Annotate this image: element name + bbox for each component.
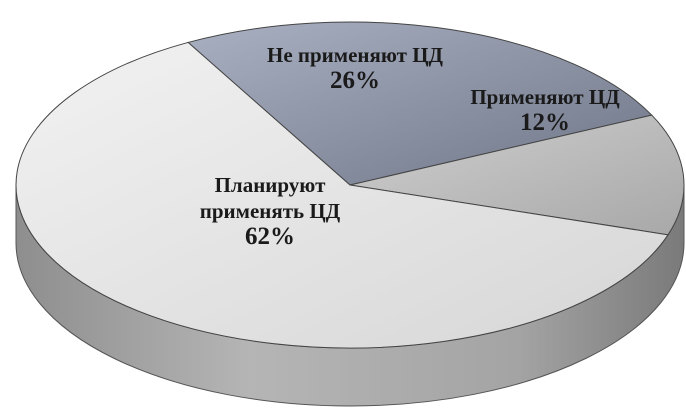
value-label: 12% (520, 109, 570, 136)
category-label: Не применяют ЦД (267, 43, 443, 67)
slice-label: Планируют применять ЦД 62% (165, 172, 375, 250)
pie-slice (349, 114, 685, 236)
pie-slice (15, 41, 669, 349)
value-label: 62% (245, 223, 295, 250)
slice-label: Не применяют ЦД 26% (240, 42, 470, 94)
slice-label: Применяют ЦД 12% (465, 84, 625, 136)
category-label: Планируют применять ЦД (199, 173, 341, 223)
value-label: 26% (330, 67, 380, 94)
category-label: Применяют ЦД (470, 85, 620, 109)
